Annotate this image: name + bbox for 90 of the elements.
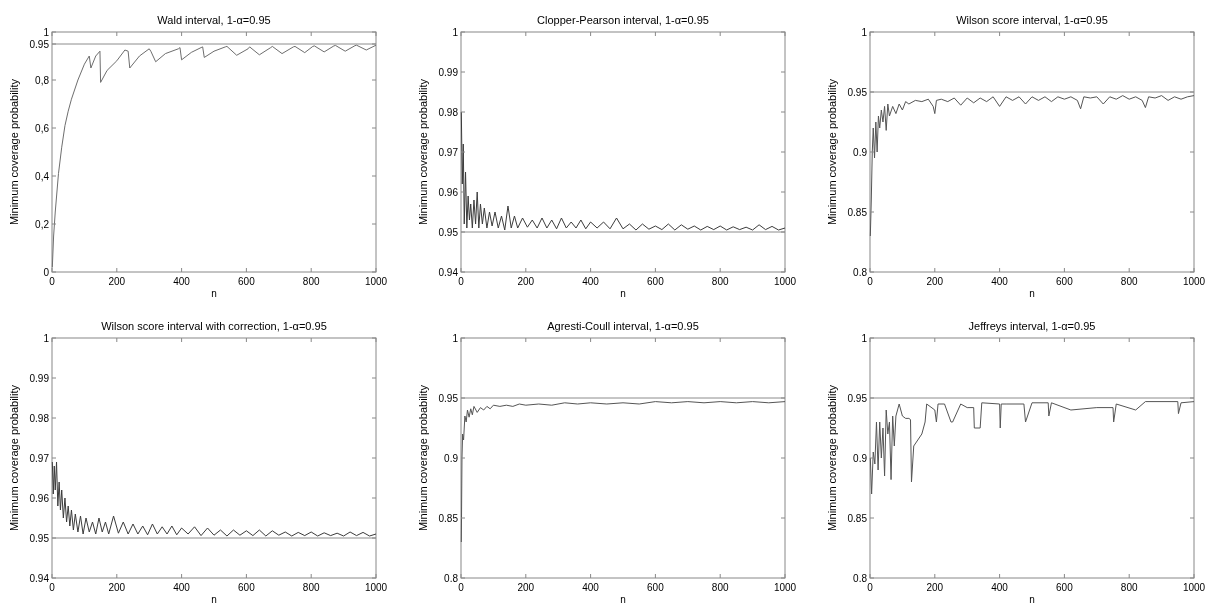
line-series — [460, 111, 786, 231]
x-tick-label: 800 — [302, 582, 320, 593]
y-tick-label: 0.97 — [29, 452, 50, 464]
x-tick-label: 1000 — [1182, 276, 1206, 287]
x-tick-label: 400 — [173, 582, 191, 593]
y-tick-label: 0,6 — [35, 122, 50, 134]
x-axis-title: n — [1029, 288, 1035, 299]
chart-title: Wald interval, 1-α=0.95 — [157, 14, 271, 26]
x-tick-label: 800 — [711, 276, 729, 287]
x-axis-title: n — [620, 288, 626, 299]
y-tick-label: 0.95 — [847, 392, 868, 404]
y-tick-label: 0.98 — [29, 412, 50, 424]
y-axis-title: Minimum coverage probability — [826, 384, 838, 532]
y-tick-label: 0,4 — [35, 170, 50, 182]
x-tick-label: 200 — [926, 582, 944, 593]
y-tick-label: 0.94 — [438, 266, 459, 278]
x-tick-label: 1000 — [773, 276, 797, 287]
y-tick-label: 0.96 — [29, 492, 50, 504]
y-tick-label: 0,2 — [35, 218, 50, 230]
x-axis-title: n — [1029, 594, 1035, 605]
y-tick-label: 0.95 — [29, 532, 50, 544]
y-tick-label: 0.9 — [444, 452, 459, 464]
y-tick-label: 0.9 — [853, 146, 868, 158]
x-tick-label: 400 — [991, 276, 1009, 287]
x-tick-label: 1000 — [364, 276, 388, 287]
y-tick-label: 0.8 — [853, 266, 868, 278]
x-tick-label: 800 — [1120, 582, 1138, 593]
y-tick-label: 0.95 — [29, 38, 50, 50]
y-tick-label: 0 — [43, 266, 50, 278]
x-tick-label: 600 — [1056, 276, 1074, 287]
x-tick-label: 800 — [711, 582, 729, 593]
x-tick-label: 200 — [517, 582, 535, 593]
y-tick-label: 1 — [861, 332, 868, 344]
x-tick-label: 200 — [517, 276, 535, 287]
x-axis-title: n — [211, 288, 217, 299]
x-tick-label: 400 — [173, 276, 191, 287]
y-axis-title: Minimum coverage probability — [8, 78, 20, 226]
x-tick-label: 200 — [108, 582, 126, 593]
y-tick-label: 0,8 — [35, 74, 50, 86]
x-tick-label: 600 — [238, 582, 256, 593]
x-tick-label: 600 — [1056, 582, 1074, 593]
x-tick-label: 600 — [647, 276, 665, 287]
chart-title: Jeffreys interval, 1-α=0.95 — [968, 320, 1096, 332]
x-tick-label: 200 — [108, 276, 126, 287]
x-axis-title: n — [620, 594, 626, 605]
x-axis-title: n — [211, 594, 217, 605]
y-tick-label: 0.9 — [853, 452, 868, 464]
y-tick-label: 0.96 — [438, 186, 459, 198]
x-tick-label: 800 — [1120, 276, 1138, 287]
y-tick-label: 0.95 — [847, 86, 868, 98]
y-tick-label: 0.85 — [847, 206, 868, 218]
y-axis-title: Minimum coverage probability — [417, 78, 429, 226]
chart-title: Agresti-Coull interval, 1-α=0.95 — [547, 320, 699, 332]
y-tick-label: 0.85 — [847, 512, 868, 524]
y-tick-label: 0.95 — [438, 392, 459, 404]
y-tick-label: 0.85 — [438, 512, 459, 524]
y-tick-label: 0.98 — [438, 106, 459, 118]
y-tick-label: 1 — [43, 26, 50, 38]
x-tick-label: 1000 — [1182, 582, 1206, 593]
x-tick-label: 400 — [582, 582, 600, 593]
y-tick-label: 0.99 — [29, 372, 50, 384]
x-tick-label: 800 — [302, 276, 320, 287]
y-tick-label: 1 — [861, 26, 868, 38]
line-series — [869, 401, 1195, 495]
x-tick-label: 1000 — [773, 582, 797, 593]
x-tick-label: 400 — [582, 276, 600, 287]
y-tick-label: 0.8 — [444, 572, 459, 584]
y-tick-label: 1 — [452, 332, 459, 344]
chart-title: Clopper-Pearson interval, 1-α=0.95 — [537, 14, 709, 26]
chart-title: Wilson score interval, 1-α=0.95 — [956, 14, 1108, 26]
y-axis-title: Minimum coverage probability — [826, 78, 838, 226]
y-tick-label: 0.97 — [438, 146, 459, 158]
y-axis-title: Minimum coverage probability — [417, 384, 429, 532]
line-series — [51, 461, 377, 537]
y-tick-label: 0.95 — [438, 226, 459, 238]
x-tick-label: 600 — [238, 276, 256, 287]
x-tick-label: 1000 — [364, 582, 388, 593]
y-tick-label: 0.99 — [438, 66, 459, 78]
x-tick-label: 400 — [991, 582, 1009, 593]
line-series — [51, 44, 377, 268]
y-tick-label: 1 — [43, 332, 50, 344]
y-tick-label: 1 — [452, 26, 459, 38]
x-tick-label: 600 — [647, 582, 665, 593]
line-series — [460, 401, 786, 543]
x-tick-label: 200 — [926, 276, 944, 287]
y-tick-label: 0.94 — [29, 572, 50, 584]
line-series — [869, 95, 1195, 237]
y-axis-title: Minimum coverage probability — [8, 384, 20, 532]
y-tick-label: 0.8 — [853, 572, 868, 584]
chart-title: Wilson score interval with correction, 1-α=0.95 — [101, 320, 327, 332]
